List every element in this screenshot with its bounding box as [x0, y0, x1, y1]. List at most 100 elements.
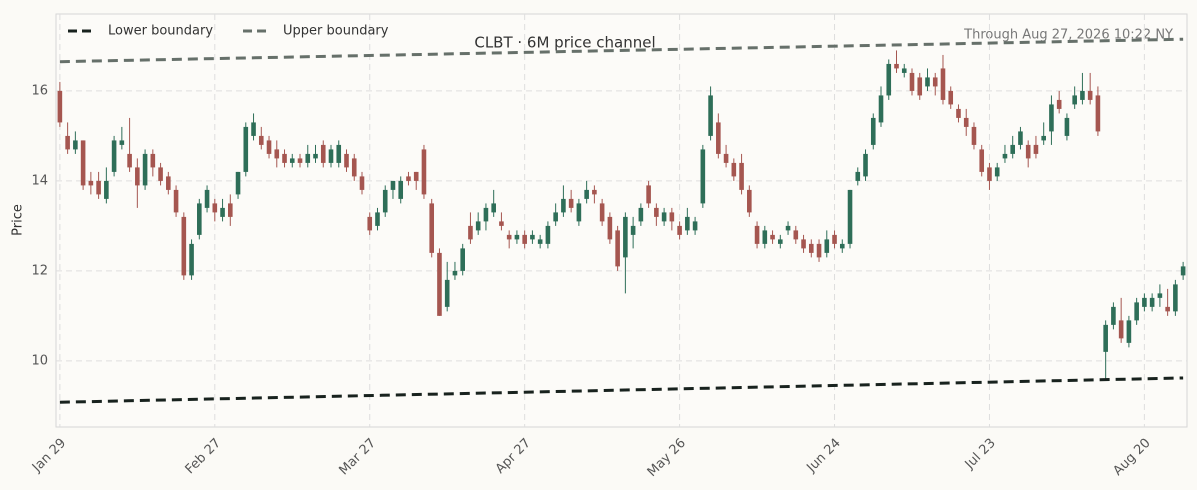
candle-body	[289, 158, 295, 163]
x-tick-label: Apr 27	[493, 436, 534, 477]
candle-body	[444, 279, 450, 307]
candle-body	[561, 198, 566, 213]
candle-body	[832, 234, 837, 244]
candle-body	[421, 149, 427, 195]
candle-body	[491, 203, 496, 213]
candle-body	[1064, 117, 1070, 136]
candle-body	[948, 90, 954, 105]
candle-body	[917, 77, 923, 96]
legend-label: Lower boundary	[108, 24, 213, 39]
candle-body	[855, 171, 861, 181]
candle-body	[878, 95, 884, 123]
candle-body	[723, 153, 729, 163]
candle-body	[793, 230, 799, 240]
candle-body	[119, 140, 125, 145]
candle-body	[1180, 266, 1186, 276]
candle-body	[754, 225, 760, 244]
candle-body	[336, 144, 342, 163]
candle-body	[181, 216, 187, 276]
candle-body	[320, 144, 326, 163]
candle-body	[406, 176, 411, 181]
candle-body	[506, 234, 512, 240]
candle-body	[530, 234, 535, 240]
candle-body	[638, 207, 644, 222]
candle-body	[1173, 284, 1178, 312]
candle-body	[127, 153, 132, 168]
y-tick-label: 14	[31, 173, 48, 188]
candle-body	[537, 239, 543, 244]
candle-body	[685, 216, 690, 231]
candle-body	[1118, 320, 1124, 339]
candle-body	[1087, 90, 1093, 100]
candle-body	[483, 207, 489, 222]
candle-body	[351, 158, 357, 177]
x-tick-label: Aug 20	[1111, 436, 1154, 479]
candle-body	[785, 225, 791, 231]
candle-body	[747, 189, 752, 213]
candle-body	[212, 203, 218, 213]
candle-body	[158, 167, 163, 181]
candle-body	[762, 230, 768, 244]
candle-body	[274, 149, 280, 159]
candle-body	[1010, 144, 1016, 154]
candle-body	[692, 221, 698, 231]
candle-body	[522, 234, 527, 244]
candle-body	[1103, 324, 1108, 352]
candle-body	[475, 221, 481, 231]
candle-body	[328, 149, 334, 163]
x-tick-label: Jun 24	[804, 436, 844, 476]
candle-body	[816, 243, 822, 258]
candle-body	[96, 180, 101, 195]
candle-body	[839, 243, 845, 249]
candle-body	[770, 234, 775, 240]
candle-body	[243, 126, 249, 172]
candle-body	[235, 171, 241, 195]
candle-body	[189, 243, 194, 276]
candle-body	[150, 153, 156, 168]
candle-body	[1041, 135, 1046, 141]
y-axis-label: Price	[11, 204, 26, 236]
chart-title: CLBT · 6M price channel	[474, 34, 655, 52]
candle-body	[932, 77, 938, 87]
candle-body	[731, 162, 737, 177]
plot-frame	[55, 13, 1188, 428]
x-tick-label: Feb 27	[183, 436, 225, 478]
candle-body	[1142, 297, 1147, 307]
candle-body	[166, 176, 171, 190]
candle-body	[994, 167, 1000, 177]
boundary-line	[59, 37, 1184, 64]
candle-body	[646, 185, 651, 204]
candle-body	[1072, 95, 1077, 105]
candle-body	[584, 189, 589, 199]
candle-body	[1080, 90, 1085, 100]
candle-body	[57, 90, 63, 123]
candle-body	[1149, 297, 1155, 307]
candle-body	[266, 140, 272, 154]
x-tick-label: Jul 23	[962, 436, 999, 473]
y-tick-label: 12	[31, 263, 48, 278]
candle-body	[1111, 306, 1116, 325]
annotation: Through Aug 27, 2026 10:22 NY	[963, 28, 1173, 43]
candle-body	[545, 225, 551, 244]
candle-body	[739, 162, 744, 190]
candle-body	[808, 243, 814, 253]
candle-body	[73, 140, 78, 150]
candle-body	[437, 252, 442, 316]
candle-body	[173, 189, 179, 213]
x-tick-label: Mar 27	[336, 436, 379, 479]
candle-body	[1025, 144, 1031, 159]
candle-body	[940, 68, 946, 100]
candle-body	[514, 234, 520, 240]
candle-body	[654, 207, 659, 217]
x-tick-label: Jan 29	[29, 436, 69, 476]
candle-body	[778, 239, 783, 244]
candle-body	[460, 248, 465, 271]
candle-body	[901, 68, 907, 73]
candle-body	[956, 108, 961, 118]
x-tick-label: May 26	[645, 436, 689, 480]
candle-body	[197, 203, 202, 235]
candle-body	[925, 77, 930, 87]
y-tick-label: 16	[31, 83, 48, 98]
candle-body	[708, 95, 713, 136]
